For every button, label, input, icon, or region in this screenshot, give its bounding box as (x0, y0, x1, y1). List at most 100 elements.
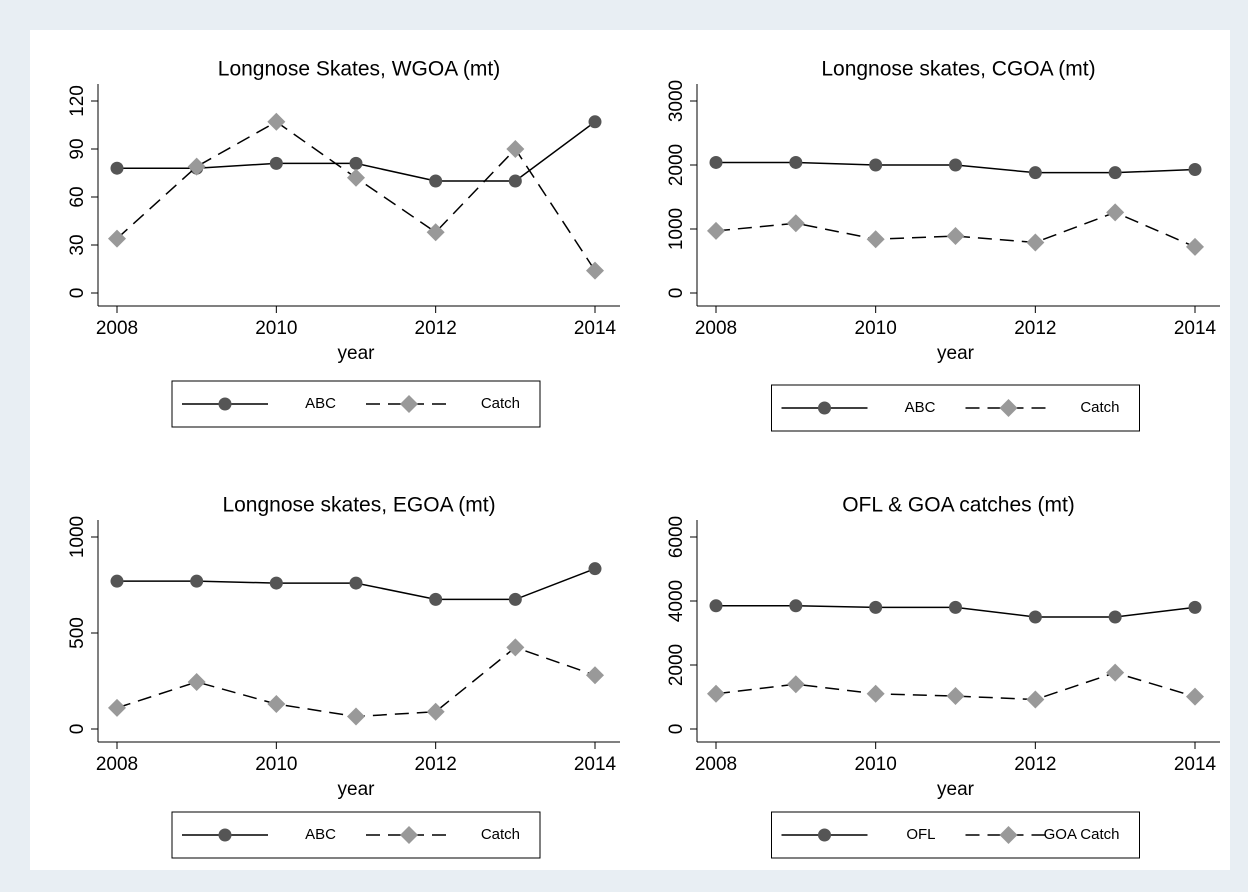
x-tick-label: 2014 (1174, 754, 1217, 775)
data-point (1106, 663, 1125, 682)
data-point (426, 702, 445, 721)
data-point (709, 155, 723, 169)
legend-label: GOA Catch (1044, 826, 1120, 843)
y-tick-label: 120 (67, 85, 88, 117)
y-tick-label: 1000 (67, 516, 88, 558)
y-tick-label: 3000 (666, 80, 687, 122)
data-point (1188, 600, 1202, 614)
x-tick-label: 2008 (96, 754, 138, 775)
legend-key-marker (818, 828, 831, 842)
data-point (1028, 610, 1042, 624)
y-tick-label: 30 (67, 234, 88, 255)
data-point (429, 174, 443, 188)
x-tick-label: 2012 (415, 754, 457, 775)
data-point (707, 684, 725, 703)
data-point (1106, 203, 1125, 222)
y-tick-label: 1000 (666, 208, 687, 250)
data-point (506, 140, 525, 158)
chart-title: Longnose Skates, WGOA (mt) (218, 58, 500, 81)
data-point (108, 229, 126, 248)
x-axis-title: year (937, 343, 975, 364)
data-point (190, 574, 204, 588)
data-point (588, 562, 602, 576)
y-tick-label: 2000 (666, 144, 687, 186)
data-point (949, 600, 962, 614)
data-point (786, 214, 805, 233)
legend-label: ABC (305, 826, 336, 843)
data-point (110, 161, 124, 175)
legend-label: Catch (481, 826, 520, 843)
data-point (267, 112, 286, 131)
data-point (869, 600, 883, 614)
y-tick-label: 500 (67, 617, 88, 649)
data-point (949, 158, 962, 172)
y-tick-label: 0 (666, 724, 687, 735)
legend-label: OFL (906, 826, 935, 843)
data-point (349, 576, 363, 590)
data-point (347, 707, 365, 726)
legend-label: ABC (905, 399, 936, 416)
data-point (429, 592, 443, 606)
data-point (267, 695, 286, 714)
data-point (269, 156, 283, 170)
data-point (869, 158, 883, 172)
data-point (1028, 166, 1042, 180)
data-point (1108, 166, 1122, 180)
data-point (709, 599, 723, 613)
data-point (1026, 690, 1045, 709)
data-point (789, 155, 803, 169)
y-tick-label: 0 (67, 288, 88, 299)
y-tick-label: 2000 (666, 644, 687, 686)
x-tick-label: 2010 (255, 754, 297, 775)
y-tick-label: 4000 (666, 580, 687, 622)
data-point (586, 666, 604, 685)
y-tick-label: 6000 (666, 516, 687, 558)
data-point (789, 599, 803, 613)
legend-key-marker (218, 397, 232, 411)
data-point (1108, 610, 1122, 624)
x-tick-label: 2010 (255, 318, 297, 339)
data-point (506, 638, 525, 657)
data-point (1026, 233, 1045, 252)
data-point (707, 221, 725, 240)
y-tick-label: 0 (67, 724, 88, 735)
data-point (269, 576, 283, 590)
data-point (508, 174, 522, 188)
data-point (1186, 687, 1204, 706)
legend-label: Catch (1080, 399, 1119, 416)
data-point (187, 157, 206, 176)
x-axis-title: year (937, 779, 975, 800)
data-point (108, 698, 126, 717)
chart-title: Longnose skates, CGOA (mt) (821, 58, 1095, 81)
x-tick-label: 2008 (695, 754, 737, 775)
data-point (426, 223, 445, 242)
chart-title: OFL & GOA catches (mt) (842, 494, 1075, 517)
data-point (349, 156, 363, 170)
legend-label: ABC (305, 395, 336, 412)
x-tick-label: 2008 (695, 318, 737, 339)
legend-key-marker (400, 395, 418, 413)
x-axis-title: year (338, 343, 376, 364)
x-tick-label: 2014 (1174, 318, 1217, 339)
data-point (347, 168, 365, 187)
data-point (1186, 237, 1204, 256)
data-point (508, 592, 522, 606)
y-tick-label: 0 (666, 288, 687, 299)
legend-key-marker (400, 826, 418, 844)
data-point (187, 672, 206, 691)
data-point (866, 684, 885, 703)
y-tick-label: 90 (67, 138, 88, 159)
x-tick-label: 2014 (574, 318, 617, 339)
legend-label: Catch (481, 395, 520, 412)
legend-key-marker (218, 828, 232, 842)
x-tick-label: 2012 (1014, 754, 1056, 775)
legend-key-marker (999, 399, 1018, 417)
x-tick-label: 2012 (1014, 318, 1056, 339)
x-tick-label: 2014 (574, 754, 617, 775)
figure-background (30, 30, 1230, 870)
y-tick-label: 60 (67, 186, 88, 207)
data-point (786, 675, 805, 694)
data-point (588, 115, 602, 129)
x-tick-label: 2010 (855, 318, 897, 339)
